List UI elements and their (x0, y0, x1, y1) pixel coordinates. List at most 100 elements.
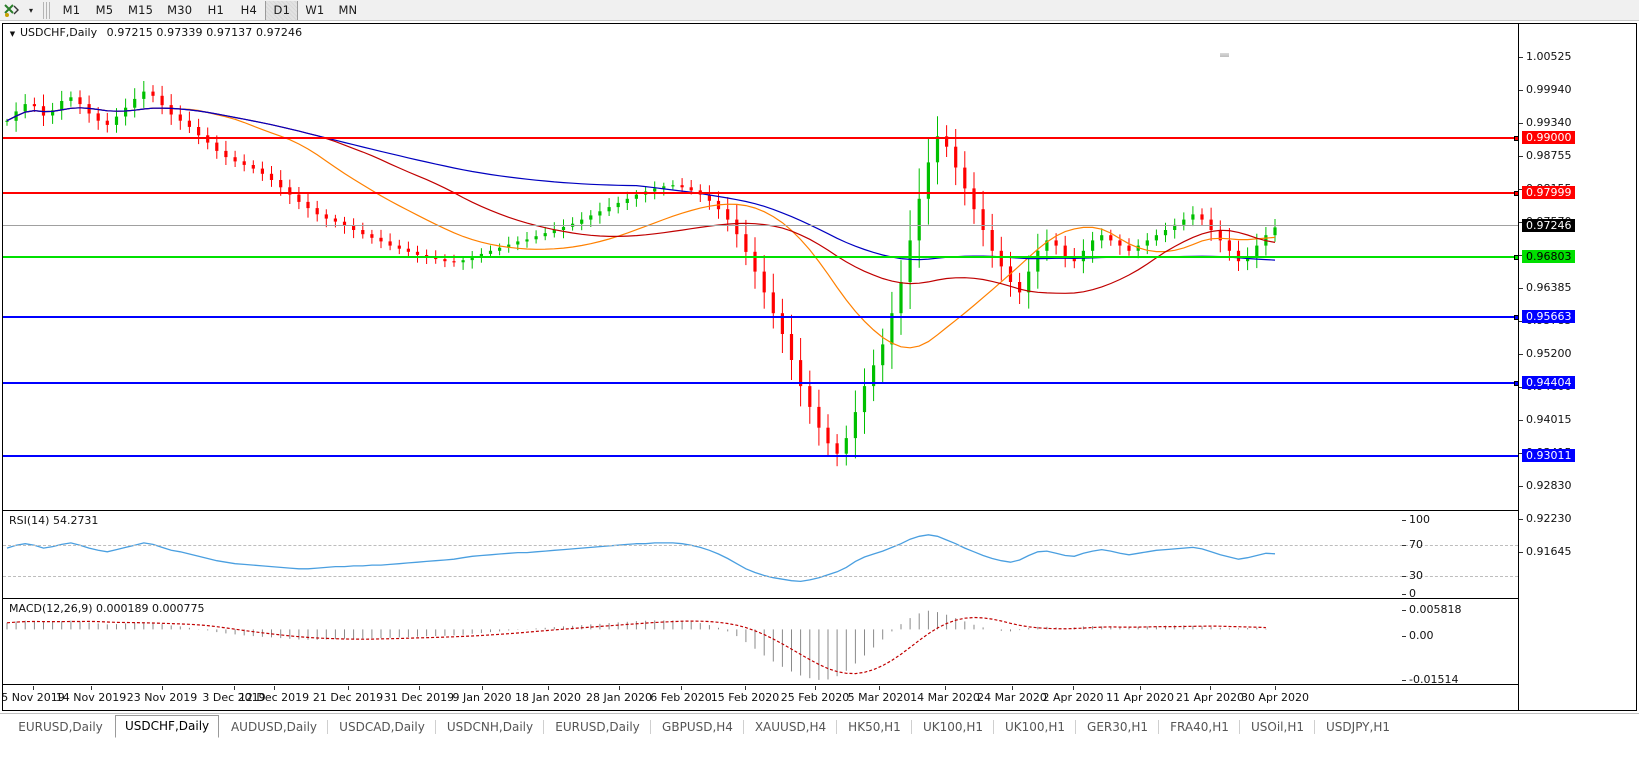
chart-tab-uk100-h1[interactable]: UK100,H1 (922, 720, 984, 734)
timeframe-mn[interactable]: MN (338, 3, 358, 17)
price-tick-label: 0.96385 (1526, 281, 1572, 294)
date-tick (482, 686, 483, 690)
date-tick-label: 30 Apr 2020 (1240, 691, 1310, 704)
level-line-support-4[interactable] (3, 455, 1518, 457)
chart-tab-xauusd-h4[interactable]: XAUUSD,H4 (754, 720, 827, 734)
rsi-tick-label: 100 (1409, 513, 1430, 526)
cursor-crosshair-icon[interactable] (2, 1, 24, 20)
price-tick-label: 0.98755 (1526, 149, 1572, 162)
level-handle[interactable] (1514, 191, 1518, 196)
chart-tab-usdjpy-h1[interactable]: USDJPY,H1 (1326, 720, 1390, 734)
chart-scroll-handle[interactable] (1220, 53, 1229, 57)
date-tick (681, 686, 682, 690)
toolbar-dropdown-caret-icon[interactable]: ▾ (28, 5, 33, 15)
chart-tab-ger30-h1[interactable]: GER30,H1 (1087, 720, 1148, 734)
date-tick (815, 686, 816, 690)
price-tick-label: 0.92230 (1526, 512, 1572, 525)
date-tick (745, 686, 746, 690)
macd-line (6, 610, 1267, 680)
level-line-last-price[interactable] (3, 225, 1518, 226)
symbol-name: USDCHF,Daily (20, 26, 98, 39)
price-scale-column[interactable]: 1.005250.999400.993400.987550.981550.975… (1518, 24, 1636, 710)
price-pane[interactable]: ▼ USDCHF,Daily 0.97215 0.97339 0.97137 0… (3, 24, 1636, 511)
price-tag-resistance-1[interactable]: 0.99000 (1522, 131, 1575, 144)
date-tick-label: 21 Dec 2019 (312, 691, 384, 704)
chart-collapse-arrow-icon[interactable]: ▼ (9, 29, 16, 38)
date-tick (1275, 686, 1276, 690)
chart-frame: ▼ USDCHF,Daily 0.97215 0.97339 0.97137 0… (2, 23, 1637, 711)
tab-separator (836, 720, 837, 734)
date-tick-label: 31 Dec 2019 (383, 691, 455, 704)
price-tick-label: 1.00525 (1526, 50, 1572, 63)
tab-separator (1314, 720, 1315, 734)
date-tick-label: 11 Apr 2020 (1105, 691, 1175, 704)
tab-separator (327, 720, 328, 734)
price-tick-label: 0.94015 (1526, 413, 1572, 426)
date-tick-label: 24 Mar 2020 (977, 691, 1047, 704)
date-tick-label: 25 Feb 2020 (780, 691, 850, 704)
chart-tab-usdchf-daily[interactable]: USDCHF,Daily (115, 715, 219, 738)
price-candles (5, 81, 1277, 467)
date-tick-label: 18 Jan 2020 (515, 691, 581, 704)
chart-tab-usdcad-daily[interactable]: USDCAD,Daily (339, 720, 425, 734)
rsi-guide (3, 545, 1518, 546)
price-tick-label: 0.92830 (1526, 479, 1572, 492)
chart-tab-audusd-daily[interactable]: AUDUSD,Daily (230, 720, 318, 734)
date-tick-label: 2 Apr 2020 (1042, 691, 1104, 704)
rsi-tick-label: 30 (1409, 569, 1423, 582)
level-handle[interactable] (1514, 381, 1518, 386)
rsi-header: RSI(14) 54.2731 (9, 514, 99, 527)
timeframe-h1[interactable]: H1 (207, 3, 224, 17)
level-line-resistance-2[interactable] (3, 191, 1518, 196)
rsi-plot-area[interactable] (3, 512, 1518, 598)
tab-separator (543, 720, 544, 734)
tab-separator (1239, 720, 1240, 734)
toolbar-grip-handle[interactable] (43, 1, 52, 19)
level-line-resistance-1[interactable] (3, 136, 1518, 141)
level-line-support-1[interactable] (3, 255, 1518, 260)
price-tag-support-1[interactable]: 0.96803 (1522, 250, 1575, 263)
date-tick (274, 686, 275, 690)
chart-tab-uk100-h1[interactable]: UK100,H1 (1004, 720, 1066, 734)
date-tick-label: 14 Mar 2020 (910, 691, 980, 704)
level-handle[interactable] (1514, 315, 1518, 320)
timeframe-m5[interactable]: M5 (95, 3, 114, 17)
chart-tab-fra40-h1[interactable]: FRA40,H1 (1170, 720, 1229, 734)
tab-separator (650, 720, 651, 734)
price-tag-resistance-2[interactable]: 0.97999 (1522, 186, 1575, 199)
timeframe-h4[interactable]: H4 (240, 3, 257, 17)
macd-pane[interactable]: MACD(12,26,9) 0.000189 0.000775 0.005818… (3, 600, 1636, 685)
price-tag-support-4[interactable]: 0.93011 (1522, 449, 1575, 462)
timeframe-m15[interactable]: M15 (128, 3, 154, 17)
level-line-support-2[interactable] (3, 315, 1518, 320)
chart-tab-usdcnh-daily[interactable]: USDCNH,Daily (446, 720, 534, 734)
date-axis: 5 Nov 2019 14 Nov 2019 23 Nov 2019 3 Dec 20… (3, 686, 1636, 710)
timeframe-m30[interactable]: M30 (167, 3, 193, 17)
timeframe-w1[interactable]: W1 (305, 3, 325, 17)
timeframe-d1[interactable]: D1 (265, 0, 299, 20)
rsi-pane[interactable]: RSI(14) 54.2731 100 70 30 0 (3, 512, 1636, 599)
level-line-support-3[interactable] (3, 381, 1518, 386)
chart-tab-hk50-h1[interactable]: HK50,H1 (848, 720, 901, 734)
price-plot-area[interactable] (3, 24, 1518, 510)
timeframe-m1[interactable]: M1 (62, 3, 81, 17)
macd-plot-area[interactable] (3, 600, 1518, 684)
date-tick (879, 686, 880, 690)
macd-tick-label: 0.00 (1409, 629, 1434, 642)
tab-separator (911, 720, 912, 734)
chart-tab-bar: EURUSD,Daily USDCHF,Daily AUDUSD,Daily USDC… (0, 713, 1639, 763)
price-tag-support-3[interactable]: 0.94404 (1522, 376, 1575, 389)
level-handle[interactable] (1514, 136, 1518, 141)
level-handle[interactable] (1514, 255, 1518, 260)
rsi-guide (3, 576, 1518, 577)
chart-tab-usoil-h1[interactable]: USOil,H1 (1251, 720, 1304, 734)
price-tag-last-price[interactable]: 0.97246 (1522, 219, 1575, 232)
chart-tab-gbpusd-h4[interactable]: GBPUSD,H4 (662, 720, 733, 734)
chart-tab-eurusd-daily[interactable]: EURUSD,Daily (555, 720, 640, 734)
date-tick-label: 9 Jan 2020 (452, 691, 512, 704)
chart-tab-eurusd-daily[interactable]: EURUSD,Daily (18, 720, 103, 734)
price-tag-support-2[interactable]: 0.95663 (1522, 310, 1575, 323)
tab-separator (743, 720, 744, 734)
date-tick-label: 12 Dec 2019 (238, 691, 310, 704)
rsi-tick-label: 70 (1409, 538, 1423, 551)
